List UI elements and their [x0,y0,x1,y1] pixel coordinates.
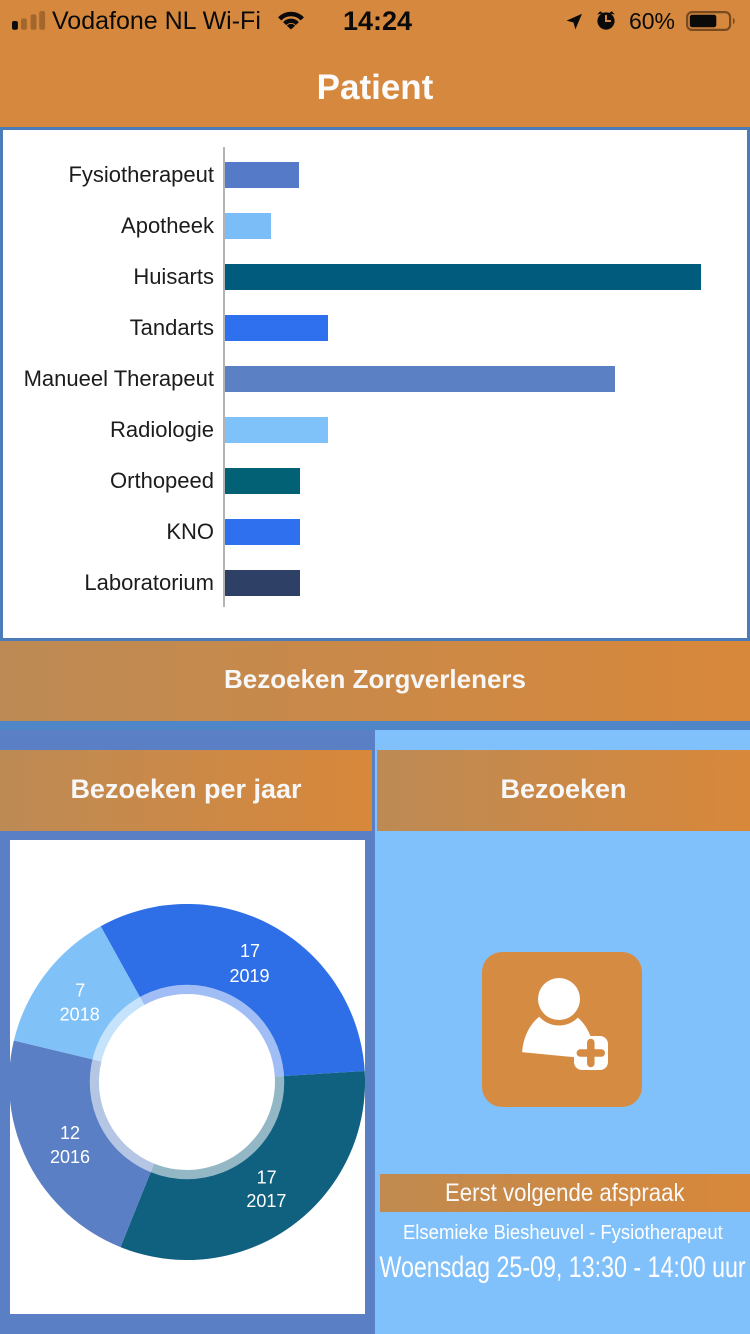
svg-text:17: 17 [257,1168,277,1188]
svg-text:2018: 2018 [60,1005,100,1025]
svg-text:2016: 2016 [50,1147,90,1167]
svg-text:17: 17 [240,941,260,961]
svg-text:7: 7 [75,981,85,1001]
svg-text:2019: 2019 [229,966,269,986]
svg-text:2017: 2017 [246,1191,286,1211]
svg-text:12: 12 [60,1123,80,1143]
